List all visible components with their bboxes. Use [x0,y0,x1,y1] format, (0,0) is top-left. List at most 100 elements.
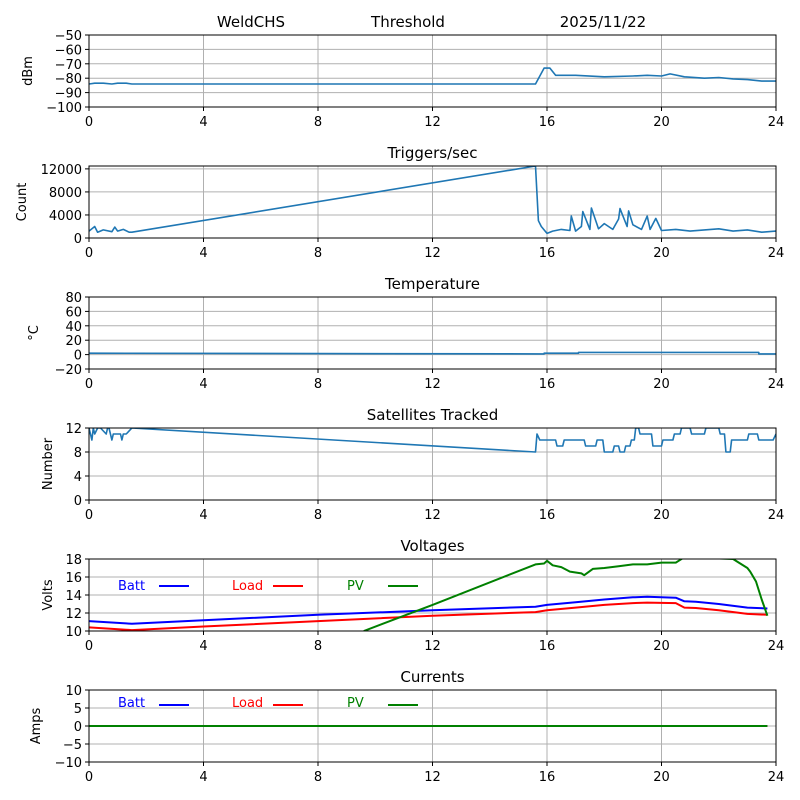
x-tick-label: 12 [424,639,441,654]
panel-triggers: 0 4 8 12 16 20 24 0 4000 8000 12000 Triggers/sec Cou… [15,144,784,261]
x-tick-label: 16 [539,115,556,130]
station-name: WeldCHS [217,13,285,31]
x-tick-label: 20 [653,246,670,261]
x-tick-label: 12 [424,377,441,392]
x-tick-label: 24 [768,639,785,654]
y-tick-label: −100 [46,101,82,116]
x-tick-label: 4 [199,377,207,392]
y-tick-label: 60 [65,305,82,320]
y-axis-label: Amps [29,707,44,744]
legend-label-load: Load [232,696,263,711]
x-tick-label: 12 [424,115,441,130]
panel-title: Currents [400,668,464,686]
series-line-temperature [89,351,776,355]
y-axis-label: Count [15,183,30,222]
y-tick-label: 10 [65,625,82,640]
y-tick-label: 12000 [41,163,82,178]
y-tick-label: 0 [74,232,82,247]
y-tick-label: −10 [55,756,82,771]
y-axis-label: Volts [41,579,56,611]
x-tick-label: 0 [85,377,93,392]
x-tick-label: 20 [653,115,670,130]
y-tick-label: −80 [55,72,82,87]
y-axis-label: dBm [21,56,36,86]
series-group [89,166,776,235]
y-tick-label: 12 [65,607,82,622]
panel-title: Temperature [384,275,480,293]
x-tick-label: 24 [768,246,785,261]
x-tick-label: 4 [199,770,207,785]
x-tick-label: 8 [314,639,322,654]
y-tick-label: 0 [74,494,82,509]
x-tick-label: 24 [768,115,785,130]
series-line-load [89,601,768,631]
panel-satellites: 0 4 8 12 16 20 24 0 4 8 12 Satellites Tracked Number [41,406,784,523]
x-tick-label: 12 [424,246,441,261]
y-axis-label: °C [27,325,42,341]
y-tick-label: −20 [55,363,82,378]
x-tick-label: 4 [199,508,207,523]
x-tick-label: 20 [653,377,670,392]
legend-label-load: Load [232,579,263,594]
x-tick-label: 16 [539,508,556,523]
x-tick-label: 4 [199,639,207,654]
legend: Batt Load PV [118,696,418,711]
legend-label-batt: Batt [118,579,145,594]
report-date: 2025/11/22 [560,13,646,31]
trigger-mode: Threshold [370,13,445,31]
x-tick-label: 20 [653,770,670,785]
panel-voltages: 0 4 8 12 16 20 24 10 12 14 16 18 Voltages Volts Batt Lo… [41,537,784,654]
y-tick-label: 20 [65,334,82,349]
y-tick-label: 40 [65,320,82,335]
y-tick-label: 5 [74,702,82,717]
figure-header: WeldCHS Threshold 2025/11/22 [217,13,646,31]
y-axis-label: Number [41,437,56,490]
x-tick-label: 20 [653,639,670,654]
x-tick-label: 12 [424,508,441,523]
legend: Batt Load PV [118,579,418,594]
y-tick-label: 8 [74,446,82,461]
y-tick-label: 8000 [49,186,82,201]
series-group [89,428,776,453]
x-tick-label: 8 [314,377,322,392]
x-tick-label: 0 [85,246,93,261]
y-tick-label: −60 [55,43,82,58]
x-tick-label: 20 [653,508,670,523]
x-tick-label: 4 [199,246,207,261]
y-tick-label: −50 [55,29,82,44]
y-tick-label: 80 [65,291,82,306]
panel-title: Satellites Tracked [367,406,498,424]
x-tick-label: 24 [768,377,785,392]
series-group [89,67,776,85]
x-tick-label: 0 [85,508,93,523]
series-group [89,559,769,631]
x-tick-label: 8 [314,770,322,785]
x-tick-label: 8 [314,508,322,523]
x-tick-label: 16 [539,246,556,261]
legend-label-pv: PV [347,696,364,711]
y-tick-label: −90 [55,87,82,102]
x-tick-label: 24 [768,508,785,523]
y-tick-label: 10 [65,684,82,699]
x-tick-label: 4 [199,115,207,130]
series-line-pv [363,559,769,631]
x-tick-label: 0 [85,770,93,785]
y-tick-label: 4 [74,470,82,485]
y-tick-label: −5 [63,738,82,753]
x-tick-label: 24 [768,770,785,785]
series-line-satellites [89,428,776,453]
x-tick-label: 8 [314,115,322,130]
y-tick-label: 12 [65,422,82,437]
x-tick-label: 16 [539,770,556,785]
legend-label-batt: Batt [118,696,145,711]
x-tick-label: 0 [85,639,93,654]
y-tick-label: 14 [65,589,82,604]
y-tick-label: 0 [74,349,82,364]
y-tick-label: −70 [55,58,82,73]
series-line-batt [89,595,768,625]
panel-title: Voltages [400,537,464,555]
x-tick-label: 16 [539,639,556,654]
y-tick-label: 16 [65,571,82,586]
